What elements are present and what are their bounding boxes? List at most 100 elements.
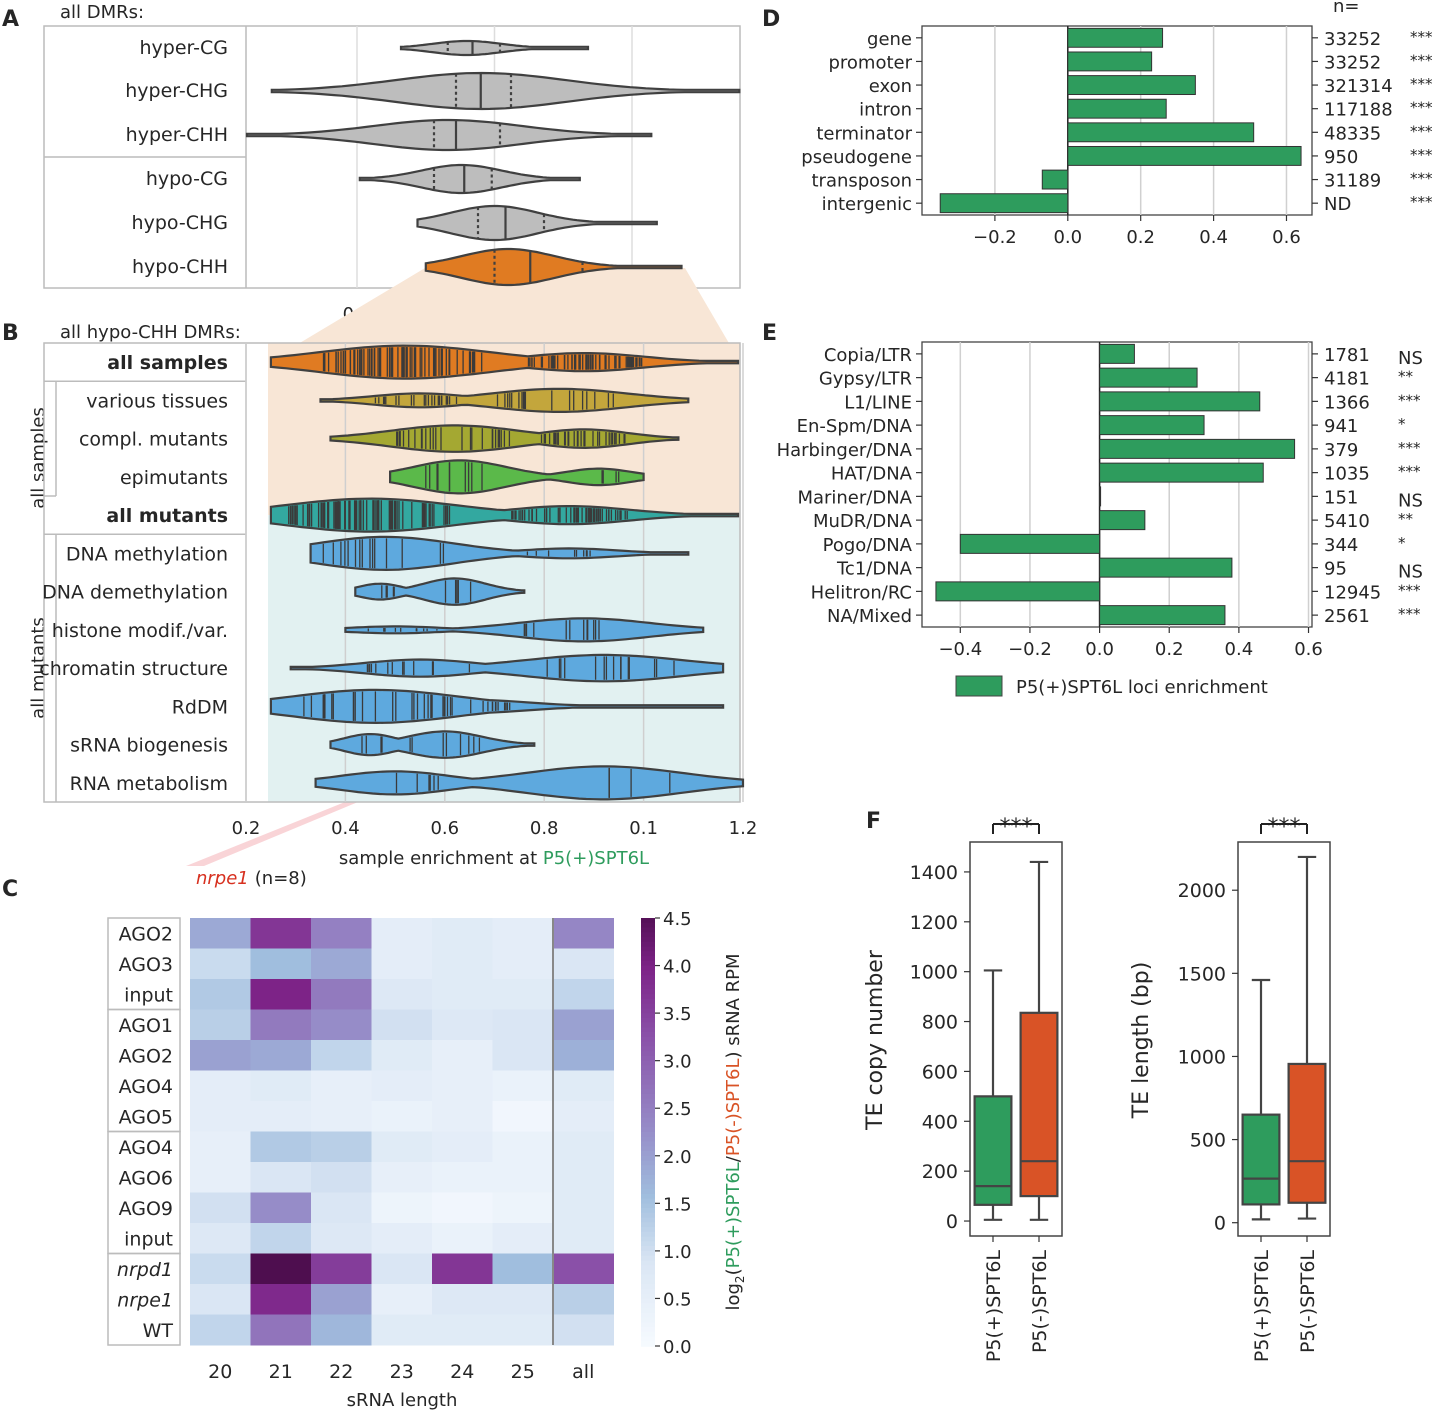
panel-d-n-label: 33252 — [1324, 29, 1381, 50]
panel-c-colorbar-segment — [641, 1112, 655, 1119]
panel-e-category-label: NA/Mixed — [827, 606, 912, 627]
panel-f-copy-signif: *** — [1000, 815, 1033, 840]
panel-c-heatmap-cell — [553, 1162, 614, 1193]
panel-b-row-label: DNA methylation — [66, 543, 228, 565]
panel-c-colorbar-segment — [641, 922, 655, 929]
panel-c-colorbar-segment — [641, 984, 655, 991]
panel-c-colorbar-segment — [641, 970, 655, 976]
panel-c-heatmap-cell — [311, 1223, 372, 1254]
panel-f-copy-ytick: 0 — [946, 1211, 958, 1233]
panel-c-colorbar-segment — [641, 1098, 655, 1105]
panel-e-category-label: Pogo/DNA — [823, 535, 913, 556]
panel-c-heatmap-cell — [553, 1101, 614, 1132]
panel-letter-e: E — [762, 321, 777, 346]
panel-b-callout: nrpe1 (n=8) — [196, 868, 307, 889]
panel-d-category-label: gene — [867, 29, 912, 50]
panel-e-bar — [1099, 510, 1146, 531]
panel-c-colorbar-segment — [641, 956, 655, 962]
panel-c-colorbar-segment — [641, 1022, 655, 1029]
panel-c-colorbar-segment — [641, 1179, 655, 1186]
panel-c-colorbar-segment — [641, 1136, 655, 1143]
panel-c-heatmap-cell — [190, 1223, 251, 1254]
panel-c-heatmap-cell — [371, 948, 433, 980]
panel-c-heatmap-cell — [492, 1040, 554, 1071]
panel-e-xtick: −0.4 — [938, 639, 982, 660]
panel-e-significance: NS — [1398, 348, 1423, 369]
panel-f-copy-category-label: P5(-)SPT6L — [1029, 1250, 1051, 1353]
panel-e-category-label: Harbinger/DNA — [777, 440, 913, 461]
panel-c-colorbar-segment — [641, 1060, 655, 1067]
panel-f-length-category-label: P5(-)SPT6L — [1297, 1250, 1319, 1353]
panel-c-heatmap-cell — [553, 1192, 614, 1224]
panel-c-colorbar-segment — [641, 1127, 655, 1133]
panel-c-colorbar-segment — [641, 1193, 655, 1200]
panel-e-n-label: 1366 — [1324, 392, 1370, 413]
panel-d-significance: *** — [1410, 146, 1433, 164]
panel-c-heatmap-cell — [250, 1223, 312, 1254]
panel-d-bar — [1067, 51, 1153, 72]
panel-d-category-label: exon — [869, 76, 912, 97]
panel-e-bar — [1099, 391, 1261, 412]
panel-c-heatmap-cell — [190, 1070, 251, 1102]
panel-c-colorbar-segment — [641, 1198, 655, 1205]
panel-c-row-label: AGO9 — [119, 1198, 173, 1220]
panel-f-length-box — [1241, 1113, 1281, 1206]
panel-c-heatmap-cell — [371, 1009, 433, 1041]
panel-e-significance: *** — [1398, 391, 1421, 409]
panel-c-heatmap-cell — [250, 1101, 312, 1132]
panel-c-heatmap-cell — [553, 918, 614, 949]
panel-e-bar — [1099, 486, 1102, 507]
panel-d-n-label: ND — [1324, 194, 1351, 215]
panel-b-violin — [309, 535, 690, 572]
panel-f-length-ytick: 2000 — [1178, 880, 1226, 902]
panel-d-xtick: 0.6 — [1272, 227, 1301, 248]
panel-e-significance: ** — [1398, 368, 1414, 386]
panel-c-heatmap-cell — [311, 1192, 372, 1224]
panel-c-heatmap-cell — [311, 1101, 372, 1132]
panel-c-colorbar-segment — [641, 1146, 655, 1152]
panel-d-significance: *** — [1410, 75, 1433, 93]
panel-c-heatmap-cell — [492, 1223, 554, 1254]
panel-e-category-label: HAT/DNA — [831, 464, 913, 485]
panel-c-heatmap-cell — [190, 1253, 251, 1285]
panel-b-xtick: 0.8 — [530, 818, 559, 839]
panel-c-heatmap-cell — [190, 1009, 251, 1041]
panel-c-heatmap-cell — [432, 1040, 493, 1071]
panel-e-n-label: 2561 — [1324, 606, 1370, 627]
panel-c-heatmap-cell — [311, 1070, 372, 1102]
panel-a-to-b-fan — [268, 268, 740, 362]
panel-c-colorbar-segment — [641, 932, 655, 938]
panel-f-length-frame — [1237, 841, 1331, 1237]
panel-f-length-category-label: P5(+)SPT6L — [1251, 1250, 1273, 1363]
panel-c-colorbar-segment — [641, 998, 655, 1005]
panel-c-colorbar-segment — [641, 1055, 655, 1062]
panel-letter-b: B — [2, 321, 19, 346]
panel-b-callout-wedge — [186, 802, 358, 866]
panel-c-colorbar-segment — [641, 1227, 655, 1233]
panel-c-colorbar-segment — [641, 1036, 655, 1043]
panel-c-colorbar-segment — [641, 1260, 655, 1266]
panel-c-colorbar-segment — [641, 965, 655, 972]
panel-c-heatmap-cell — [371, 1223, 433, 1254]
panel-d-category-label: intron — [859, 100, 912, 121]
panel-c-heatmap-cell — [250, 1131, 312, 1163]
panel-b-row-label: various tissues — [86, 390, 228, 412]
panel-c-colorbar-segment — [641, 1008, 655, 1014]
panel-c-colorbar-label: 0.0 — [663, 1337, 692, 1358]
panel-b-row-label: all samples — [107, 352, 228, 374]
panel-c-heatmap-cell — [371, 979, 433, 1010]
panel-c-colorbar-segment — [641, 1265, 655, 1271]
panel-c-colorbar-segment — [641, 1336, 655, 1343]
panel-d-bar — [1067, 98, 1167, 119]
panel-e-bar — [1099, 343, 1135, 364]
panel-c-colorbar-segment — [641, 1326, 655, 1333]
panel-f-copy-ytick: 1200 — [910, 912, 958, 934]
panel-c-colorbar-segment — [641, 1184, 655, 1190]
panel-e-category-label: MuDR/DNA — [813, 511, 913, 532]
panel-c-heatmap-cell — [190, 1192, 251, 1224]
panel-f-copy-box — [1019, 1011, 1059, 1198]
panel-d-n-label: 321314 — [1324, 76, 1393, 97]
panel-e-significance: NS — [1398, 490, 1423, 511]
panel-c-heatmap-cell — [371, 1284, 433, 1315]
panel-e-significance: ** — [1398, 510, 1414, 528]
